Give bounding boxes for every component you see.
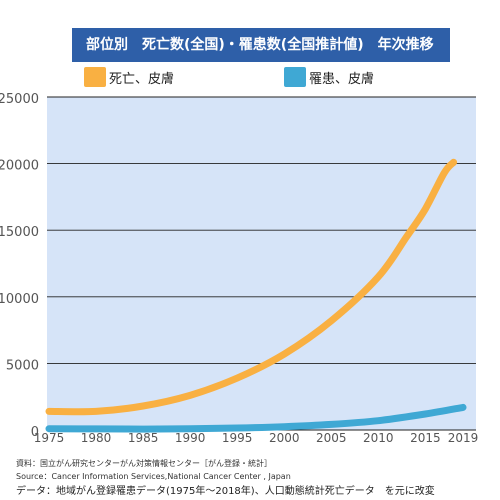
x-tick-label-7: 2010 xyxy=(363,431,394,445)
legend-swatch-deaths xyxy=(84,67,106,87)
legend-label-incidence: 罹患、皮膚 xyxy=(309,71,375,87)
plot-area xyxy=(47,97,476,430)
source-english: Source：Cancer Information Services,Natio… xyxy=(16,472,291,481)
y-tick-label-4: 20000 xyxy=(0,159,39,174)
y-tick-label-3: 15000 xyxy=(0,225,39,240)
data-note: データ：地域がん登録罹患データ(1975年～2018年)、人口動態統計死亡データ… xyxy=(16,486,435,497)
x-tick-label-8: 2015 xyxy=(410,431,441,445)
x-tick-label-0: 1975 xyxy=(34,431,65,445)
x-tick-label-6: 2005 xyxy=(316,431,347,445)
series-line-deaths xyxy=(45,158,458,416)
y-tick-label-2: 10000 xyxy=(0,292,39,307)
y-tick-label-1: 5000 xyxy=(6,358,39,373)
y-tick-label-5: 25000 xyxy=(0,92,39,107)
legend-item-deaths: 死亡、皮膚 xyxy=(84,66,174,88)
x-tick-label-9: 2019 xyxy=(448,431,479,445)
x-tick-label-5: 2000 xyxy=(269,431,300,445)
x-tick-label-3: 1990 xyxy=(175,431,206,445)
x-tick-label-1: 1980 xyxy=(81,431,112,445)
series-line-incidence xyxy=(45,403,467,433)
x-tick-label-4: 1995 xyxy=(222,431,253,445)
legend-item-incidence: 罹患、皮膚 xyxy=(284,66,374,88)
legend-label-deaths: 死亡、皮膚 xyxy=(109,71,175,87)
chart-title: 部位別 死亡数(全国)・罹患数(全国推計値) 年次推移 xyxy=(72,28,450,62)
x-tick-label-2: 1985 xyxy=(128,431,159,445)
legend-swatch-incidence xyxy=(284,67,306,87)
y-tick-label-0: 0 xyxy=(31,425,39,440)
source-japanese: 資料：国立がん研究センターがん対策情報センター［がん登録・統計］ xyxy=(16,459,272,468)
